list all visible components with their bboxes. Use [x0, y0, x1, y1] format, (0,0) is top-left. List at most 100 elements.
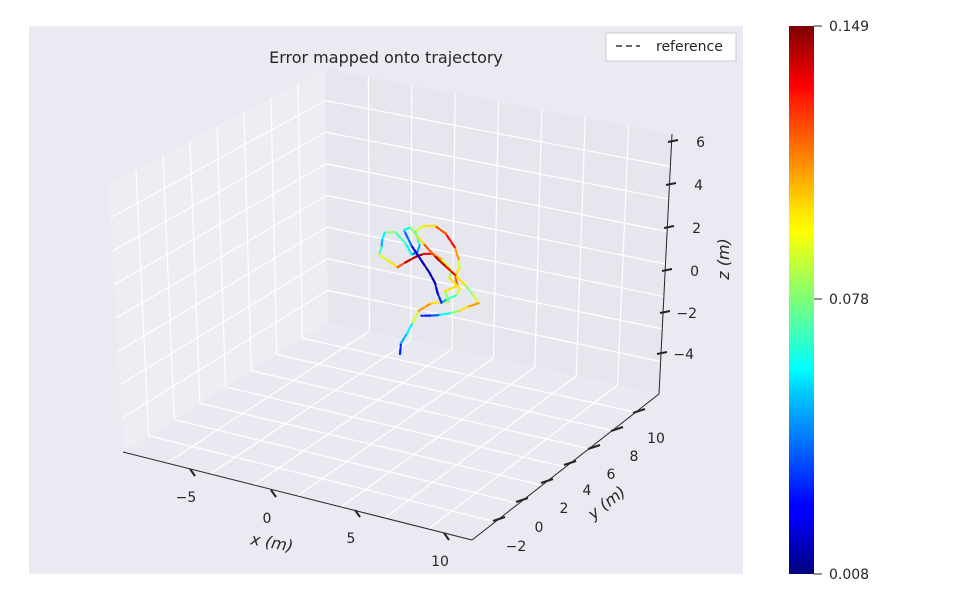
- trajectory-segment: [378, 246, 383, 256]
- trajectory-segment: [416, 234, 426, 247]
- legend-label-reference: reference: [656, 39, 723, 55]
- colorbar-gradient: [789, 26, 814, 574]
- z-axis-line: [658, 133, 673, 395]
- trajectory-segment: [417, 302, 433, 312]
- trajectory-segment: [394, 230, 408, 246]
- x-axis-line: [122, 451, 473, 541]
- trajectory-segment: [444, 294, 458, 302]
- y-axis-line: [471, 393, 660, 541]
- z-tick-label: 0: [690, 264, 699, 280]
- y-tick-mark: [492, 516, 506, 522]
- trajectory-segment: [387, 259, 399, 269]
- y-tick-label: 0: [535, 520, 544, 536]
- z-tick-label: −2: [676, 306, 697, 322]
- axis-lines: [122, 133, 673, 541]
- z-tick-mark: [661, 268, 673, 272]
- z-tick-mark: [665, 182, 677, 186]
- trajectory-segment: [380, 238, 384, 249]
- colorbar-label-max: 0.149: [829, 19, 869, 35]
- grid-line: [575, 117, 586, 377]
- grid-line: [115, 194, 327, 319]
- grid-line: [110, 100, 326, 219]
- trajectory-segment: [378, 253, 390, 263]
- x-tick-label: 10: [431, 554, 449, 570]
- trajectory-segment: [437, 312, 451, 317]
- trajectory-segment: [471, 293, 480, 305]
- trajectory-segment: [455, 287, 462, 297]
- z-tick-label: −4: [673, 347, 694, 363]
- x-tick-label: 0: [263, 511, 272, 527]
- z-tick-label: 6: [696, 135, 705, 151]
- y-tick-label: −2: [506, 539, 527, 555]
- trajectory-segment: [433, 224, 447, 235]
- legend: reference: [605, 32, 737, 62]
- grid-line: [297, 83, 303, 339]
- x-tick-mark: [189, 468, 196, 477]
- colorbar-label-mid: 0.078: [829, 292, 869, 308]
- colorbar-label-min: 0.008: [829, 567, 869, 583]
- trajectory-segment: [402, 226, 412, 232]
- y-tick-mark: [515, 497, 529, 503]
- x-axis-ticks: −5 0 5 10: [176, 468, 450, 570]
- grid-line: [302, 337, 636, 413]
- grid-line: [112, 131, 327, 252]
- trajectory-segment: [398, 342, 403, 356]
- trajectory-segment: [410, 244, 424, 263]
- trajectory-segment: [429, 314, 440, 317]
- x-tick-label: −5: [176, 490, 197, 506]
- z-axis-label: z (m): [714, 238, 733, 281]
- grid-line: [326, 194, 666, 265]
- z-axis-ticks: −4 −2 0 2 4 6: [656, 135, 705, 363]
- trajectory-segment: [408, 226, 419, 238]
- grid-line: [325, 131, 669, 200]
- x-tick-label: 5: [347, 531, 356, 547]
- z-tick-mark: [659, 310, 671, 314]
- trajectory-segment: [436, 291, 443, 304]
- trajectory-segment: [453, 246, 460, 261]
- trajectory-segment: [434, 255, 448, 268]
- grid-line: [384, 375, 577, 519]
- grid-line: [270, 97, 278, 355]
- chart-title: Error mapped onto trajectory: [269, 48, 503, 67]
- y-tick-mark: [563, 460, 577, 466]
- trajectory-segment: [448, 276, 462, 290]
- trajectory-segment: [448, 310, 460, 315]
- trajectory-segment: [443, 284, 459, 293]
- grid-line: [325, 100, 671, 168]
- z-tick-mark: [663, 225, 675, 229]
- grid-line: [428, 384, 618, 530]
- y-tick-mark: [632, 408, 646, 414]
- trajectory-segment: [399, 332, 408, 345]
- trajectory-segment: [396, 261, 407, 269]
- trajectory-segment: [404, 242, 413, 256]
- trajectory-segment: [444, 265, 458, 278]
- grid-lines: [110, 77, 671, 530]
- grid-line: [276, 353, 613, 432]
- y-tick-label: 8: [630, 449, 639, 465]
- y-tick-label: 2: [560, 501, 569, 517]
- grid-line: [326, 163, 668, 233]
- y-tick-label: 4: [583, 483, 592, 499]
- y-tick-label: 10: [647, 431, 665, 447]
- trajectory-segment: [464, 284, 475, 296]
- y-tick-mark: [610, 426, 624, 432]
- grid-line: [340, 366, 536, 508]
- trajectory-segment: [411, 309, 420, 324]
- grid-line: [113, 163, 327, 286]
- trajectory-segment: [441, 258, 453, 272]
- grid-line: [243, 112, 252, 371]
- z-tick-label: 2: [692, 221, 701, 237]
- x-tick-mark: [270, 489, 277, 498]
- trajectory-segment: [416, 244, 421, 254]
- y-tick-mark: [540, 478, 554, 484]
- trajectory-segment: [457, 305, 469, 313]
- trajectory-segment: [433, 281, 439, 294]
- trajectory-segment: [455, 275, 467, 287]
- x-tick-mark: [443, 532, 450, 541]
- trajectory-segment: [444, 232, 456, 249]
- trajectory-segment: [423, 243, 437, 258]
- y-tick-label: 6: [607, 467, 616, 483]
- trajectory-segment: [457, 258, 461, 270]
